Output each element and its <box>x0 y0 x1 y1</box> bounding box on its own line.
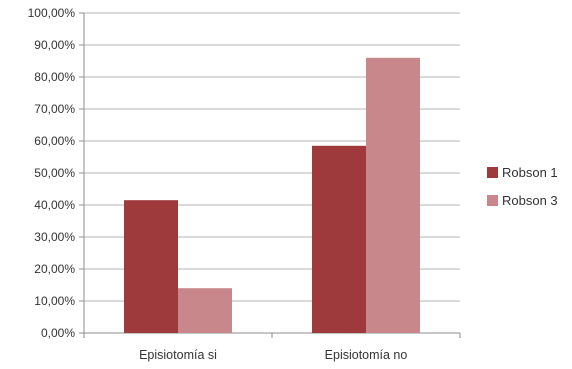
x-category-label: Episiotomía no <box>325 348 408 362</box>
legend-label-robson-3: Robson 3 <box>502 193 558 208</box>
y-axis-ticks: 0,00% 10,00% 20,00% 30,00% 40,00% 50,00% 60,00… <box>28 6 85 340</box>
y-tick-label: 50,00% <box>34 166 75 180</box>
y-tick-label: 100,00% <box>28 6 76 20</box>
bars <box>124 57 420 334</box>
y-tick-label: 70,00% <box>34 102 75 116</box>
legend-label-robson-1: Robson 1 <box>502 165 558 180</box>
legend-swatch-robson-3 <box>487 195 498 206</box>
x-axis: Episiotomía si Episiotomía no <box>83 333 461 362</box>
bar-robson-3-1 <box>178 288 232 333</box>
y-tick-label: 90,00% <box>34 38 75 52</box>
y-tick-label: 30,00% <box>34 230 75 244</box>
bar-robson-1-1 <box>124 200 178 333</box>
y-tick-label: 20,00% <box>34 262 75 276</box>
legend: Robson 1 Robson 3 <box>487 165 558 208</box>
y-tick-label: 0,00% <box>41 326 75 340</box>
y-tick-label: 80,00% <box>34 70 75 84</box>
y-tick-label: 10,00% <box>34 294 75 308</box>
y-tick-label: 40,00% <box>34 198 75 212</box>
bar-robson-3-2 <box>366 57 420 334</box>
bar-robson-1-2 <box>312 145 366 333</box>
x-category-label: Episiotomía si <box>139 348 217 362</box>
y-tick-label: 60,00% <box>34 134 75 148</box>
legend-swatch-robson-1 <box>487 167 498 178</box>
